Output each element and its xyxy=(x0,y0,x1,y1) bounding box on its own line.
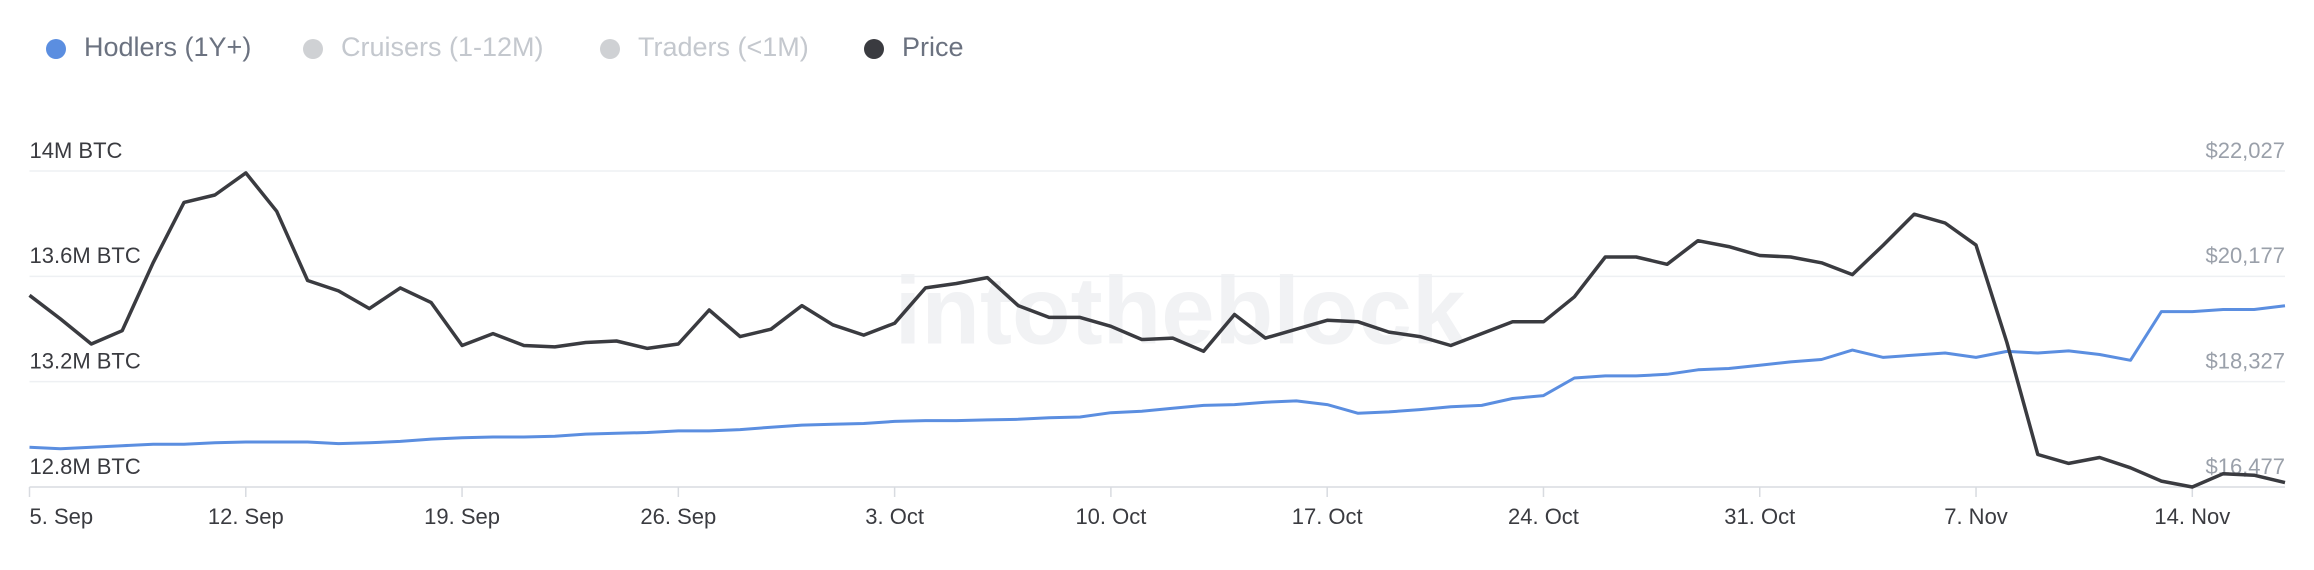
y2-tick-label: $20,177 xyxy=(2205,243,2285,268)
legend-label[interactable]: Traders (<1M) xyxy=(638,32,809,62)
x-tick-label: 5. Sep xyxy=(30,504,94,529)
x-tick-label: 14. Nov xyxy=(2154,504,2230,529)
legend-dot[interactable] xyxy=(600,39,620,59)
x-tick-label: 17. Oct xyxy=(1292,504,1363,529)
series-line xyxy=(28,171,2286,489)
y2-tick-label: $18,327 xyxy=(2205,348,2285,373)
legend-dot[interactable] xyxy=(46,39,66,59)
x-tick-label: 26. Sep xyxy=(640,504,716,529)
x-tick-label: 12. Sep xyxy=(208,504,284,529)
x-tick-label: 10. Oct xyxy=(1075,504,1146,529)
x-tick-label: 31. Oct xyxy=(1724,504,1795,529)
series-line xyxy=(29,304,2286,451)
y2-tick-label: $22,027 xyxy=(2205,138,2285,163)
y-tick-label: 13.6M BTC xyxy=(30,243,141,268)
x-tick-label: 19. Sep xyxy=(424,504,500,529)
x-tick-label: 24. Oct xyxy=(1508,504,1579,529)
x-tick-label: 7. Nov xyxy=(1944,504,2008,529)
y-tick-label: 14M BTC xyxy=(30,138,123,163)
legend-dot[interactable] xyxy=(864,39,884,59)
y-tick-label: 12.8M BTC xyxy=(30,454,141,479)
x-tick-label: 3. Oct xyxy=(865,504,924,529)
legend-label[interactable]: Cruisers (1-12M) xyxy=(341,32,544,62)
watermark: intotheblock xyxy=(895,257,1466,364)
y-tick-label: 13.2M BTC xyxy=(30,348,141,373)
legend-dot[interactable] xyxy=(303,39,323,59)
legend-label[interactable]: Hodlers (1Y+) xyxy=(84,32,251,62)
legend-label[interactable]: Price xyxy=(902,32,964,62)
